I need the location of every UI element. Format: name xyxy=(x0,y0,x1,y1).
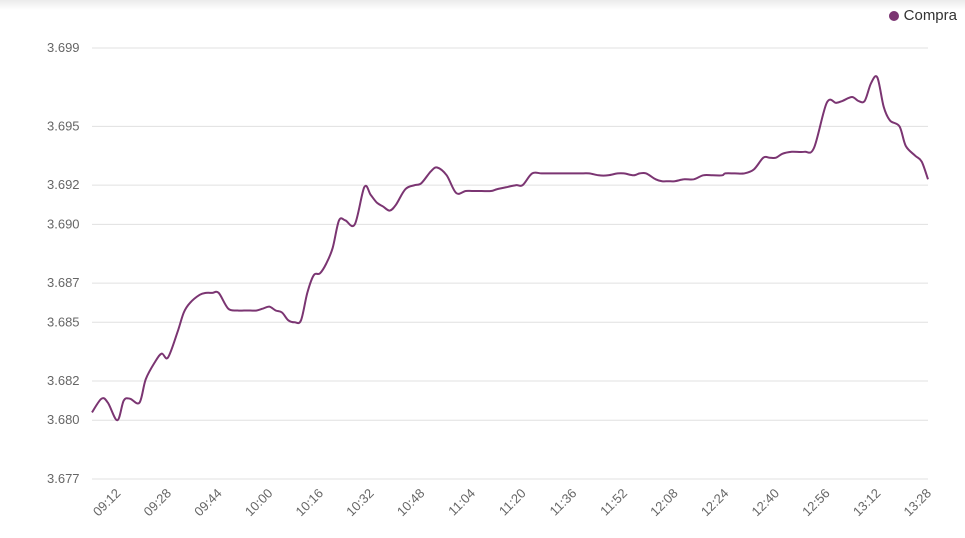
x-tick-label: 10:32 xyxy=(343,486,377,520)
x-tick-label: 11:04 xyxy=(445,486,478,519)
x-tick-label: 10:48 xyxy=(394,486,428,520)
y-tick-label: 3.682 xyxy=(47,373,80,388)
x-tick-label: 09:12 xyxy=(90,486,124,520)
x-tick-label: 11:52 xyxy=(597,486,630,519)
x-tick-label: 11:20 xyxy=(496,486,529,519)
y-tick-label: 3.687 xyxy=(47,275,80,290)
x-tick-label: 12:40 xyxy=(749,486,783,520)
legend-label: Compra xyxy=(903,7,957,24)
x-tick-label: 12:08 xyxy=(647,486,681,520)
legend-marker xyxy=(888,10,899,21)
series-line-compra xyxy=(91,75,929,422)
y-tick-label: 3.699 xyxy=(47,40,80,55)
x-tick-label: 13:12 xyxy=(850,486,884,520)
y-tick-label: 3.692 xyxy=(47,177,80,192)
x-tick-label: 10:16 xyxy=(293,486,327,520)
x-tick-label: 12:24 xyxy=(698,486,732,520)
top-shadow xyxy=(0,0,965,10)
y-tick-label: 3.690 xyxy=(47,216,80,231)
x-tick-label: 10:00 xyxy=(242,486,276,520)
x-tick-label: 11:36 xyxy=(547,486,580,519)
x-tick-label: 09:44 xyxy=(191,486,225,520)
y-tick-label: 3.677 xyxy=(47,471,80,486)
y-tick-label: 3.685 xyxy=(47,314,80,329)
legend[interactable]: Compra xyxy=(888,7,957,24)
x-tick-label: 09:28 xyxy=(141,486,175,520)
x-tick-label: 13:28 xyxy=(901,486,935,520)
x-tick-label: 12:56 xyxy=(799,486,833,520)
y-tick-label: 3.680 xyxy=(47,412,80,427)
y-tick-label: 3.695 xyxy=(47,118,80,133)
